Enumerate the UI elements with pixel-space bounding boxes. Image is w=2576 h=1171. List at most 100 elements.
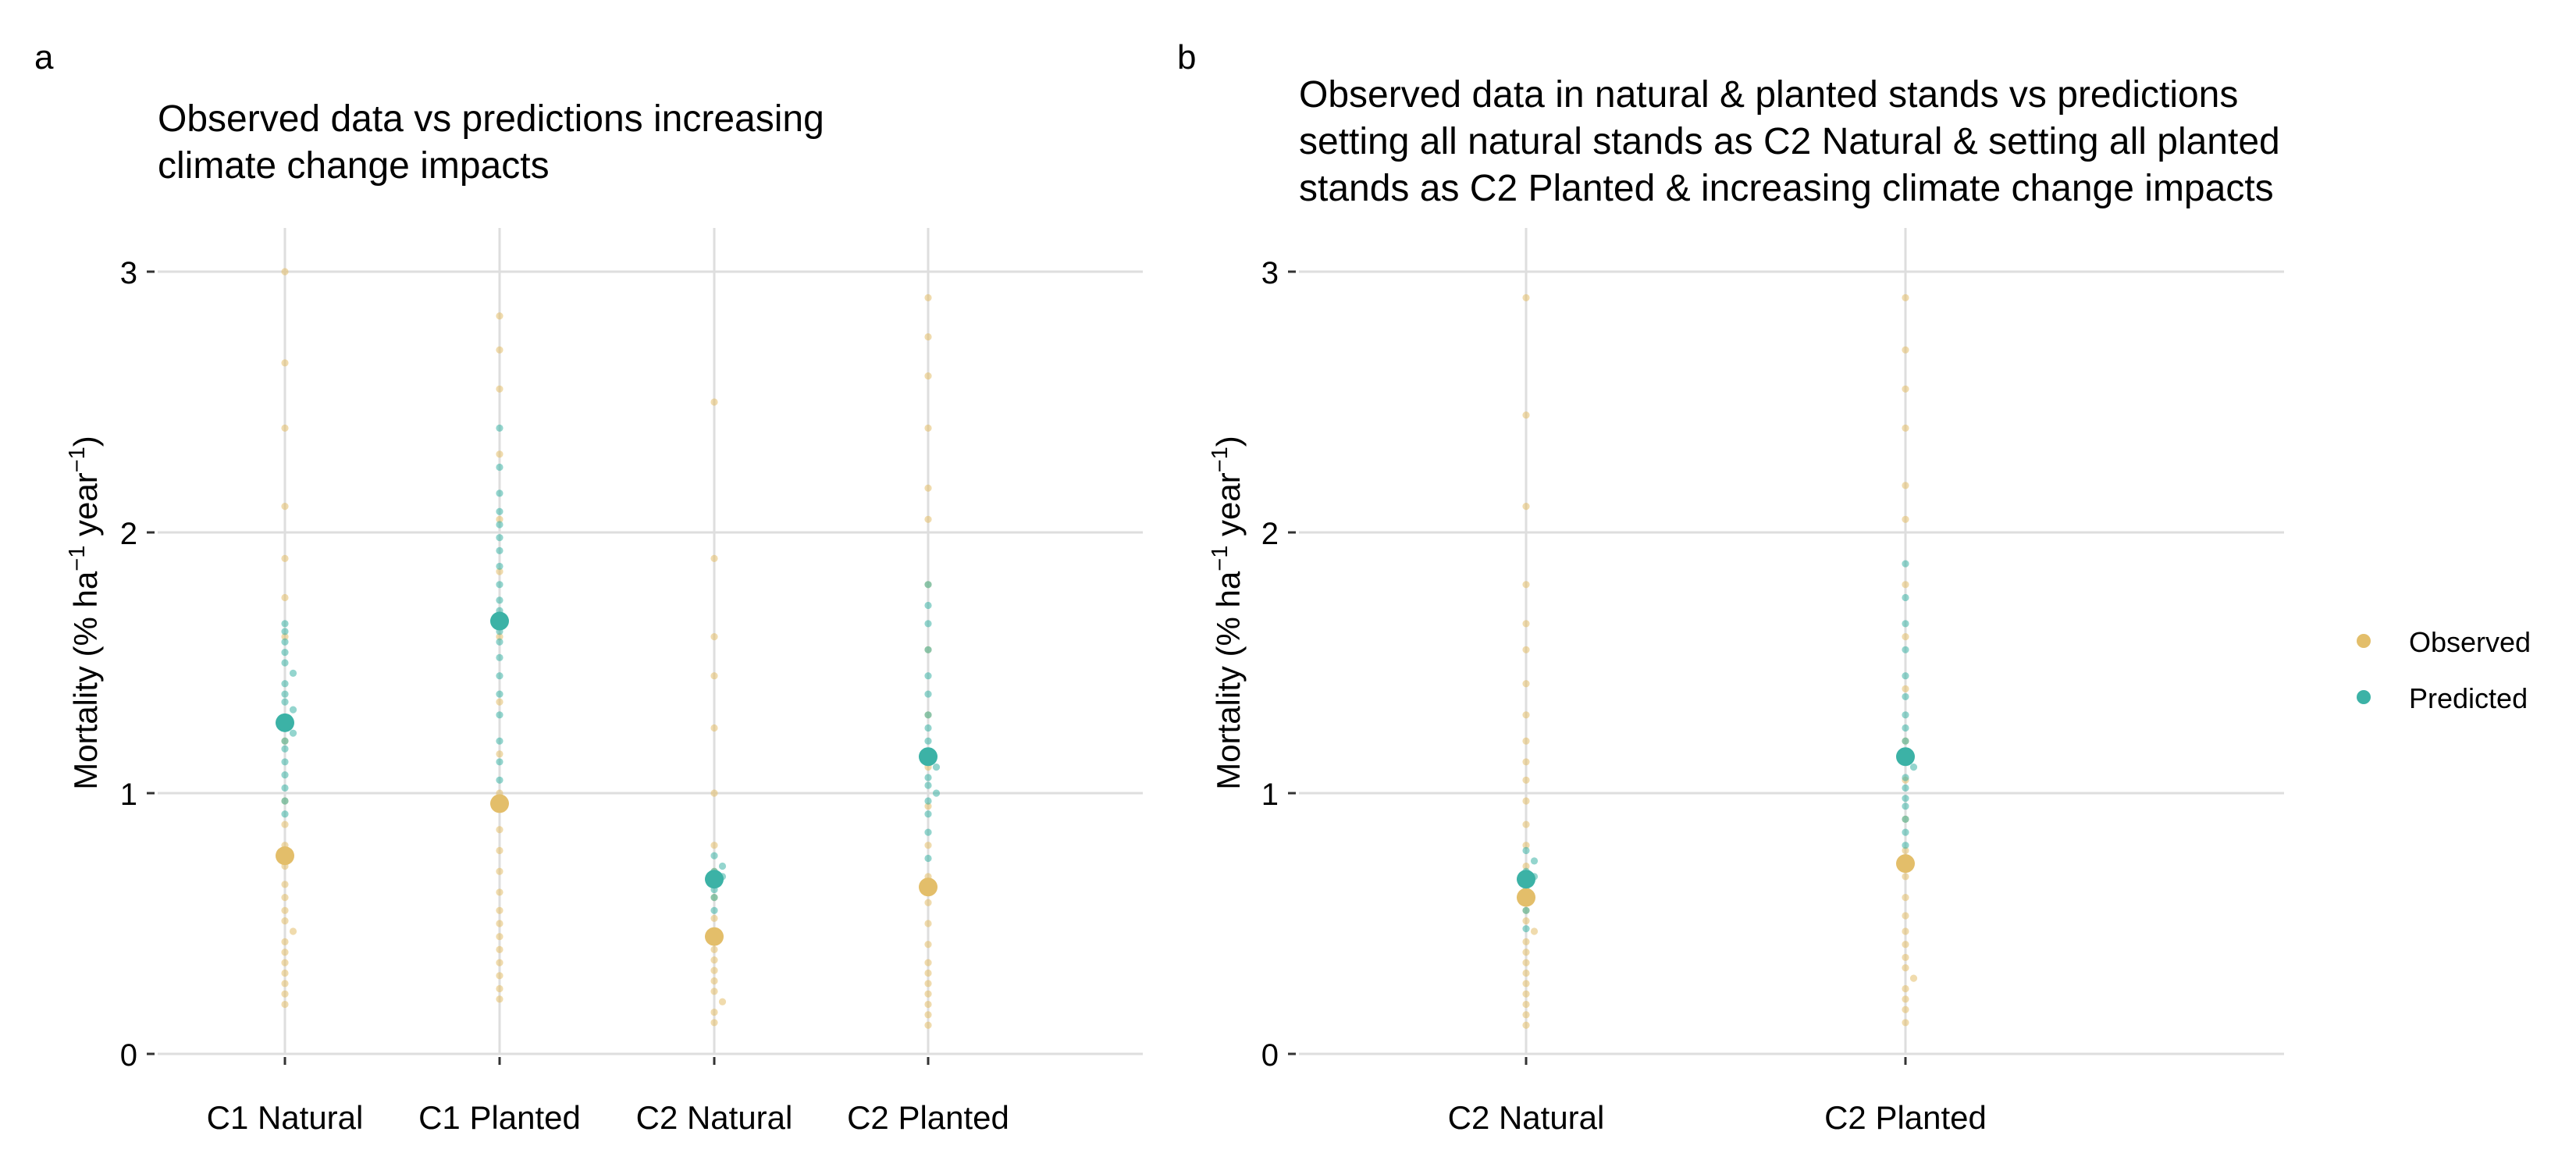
y-tick-label: 2 (120, 517, 137, 551)
panel-a-title-line: climate change impacts (158, 145, 550, 187)
point-observed (1522, 1021, 1530, 1029)
point-predicted (1522, 846, 1530, 855)
point-observed (1902, 984, 1909, 993)
y-axis-label-a: Mortality (% ha−1 year−1) (65, 436, 104, 790)
point-observed (710, 988, 718, 995)
point-observed (710, 789, 718, 797)
point-predicted (281, 797, 289, 805)
point-observed (281, 906, 289, 914)
point-observed (1902, 912, 1909, 920)
point-predicted (289, 706, 297, 714)
point-observed (1522, 820, 1530, 828)
point-predicted (496, 489, 503, 497)
point-predicted (281, 698, 289, 706)
point-predicted (281, 628, 289, 635)
point-predicted (1902, 672, 1909, 680)
point-observed (1902, 294, 1909, 301)
mean-marker-observed (1896, 854, 1915, 874)
point-observed (1522, 620, 1530, 628)
point-observed (1522, 949, 1530, 956)
panel-a: a Observed data vs predictions increasin… (34, 38, 1143, 1136)
point-predicted (924, 737, 932, 745)
point-predicted (496, 521, 503, 529)
point-predicted (1902, 646, 1909, 653)
point-observed (1909, 974, 1918, 982)
x-tick-label-c2-planted: C2 Planted (847, 1099, 1009, 1136)
point-observed (281, 938, 289, 945)
point-observed (710, 977, 718, 985)
point-observed (1522, 711, 1530, 719)
point-observed (924, 424, 932, 432)
point-predicted (281, 784, 289, 792)
point-observed (496, 385, 503, 393)
y-axis-label-sup: −1 (1208, 447, 1233, 472)
point-observed (924, 899, 932, 906)
point-observed (281, 424, 289, 432)
point-predicted (281, 810, 289, 818)
point-observed (1902, 964, 1909, 972)
point-predicted (496, 424, 503, 432)
point-observed (924, 372, 932, 380)
point-observed (281, 554, 289, 563)
point-observed (1522, 646, 1530, 653)
y-axis-label-b: Mortality (% ha−1 year−1) (1208, 436, 1247, 790)
point-observed (281, 949, 289, 956)
point-observed (281, 881, 289, 888)
point-observed (1902, 927, 1909, 935)
point-predicted (1902, 828, 1909, 836)
plot-area-b: 0 1 2 3 C2 Natural C2 Planted (1261, 228, 2284, 1136)
point-observed (1522, 797, 1530, 805)
point-observed (1902, 482, 1909, 489)
panel-label-b: b (1177, 38, 1196, 77)
y-tick-label: 0 (120, 1038, 137, 1073)
point-observed (281, 268, 289, 276)
point-observed (496, 450, 503, 458)
point-predicted (281, 745, 289, 753)
point-predicted (496, 672, 503, 680)
point-observed (710, 1019, 718, 1027)
point-observed (496, 972, 503, 980)
panel-b-title: Observed data in natural & planted stand… (1299, 74, 2290, 209)
point-observed (281, 633, 289, 641)
y-axis-label-part: Mortality (% ha (1210, 571, 1247, 790)
point-predicted (281, 638, 289, 646)
legend-label-predicted: Predicted (2409, 682, 2528, 714)
point-observed (924, 1000, 932, 1009)
point-observed (1902, 894, 1909, 902)
point-observed (496, 846, 503, 855)
point-observed (924, 1021, 932, 1029)
point-observed (1522, 959, 1530, 966)
point-observed (924, 1011, 932, 1019)
point-observed (1902, 1019, 1909, 1027)
legend-key-observed (2357, 634, 2371, 648)
point-predicted (1522, 925, 1530, 933)
mean-marker-predicted (1517, 870, 1535, 889)
x-tick-label-c2-natural: C2 Natural (636, 1099, 793, 1136)
point-predicted (924, 854, 932, 863)
y-tick-label: 1 (120, 778, 137, 812)
point-predicted (1902, 593, 1909, 602)
x-tick-label-c1-natural: C1 Natural (207, 1099, 364, 1136)
point-predicted (1902, 774, 1909, 781)
point-observed (710, 956, 718, 964)
point-observed (710, 945, 718, 953)
point-observed (281, 359, 289, 367)
point-predicted (496, 463, 503, 472)
point-predicted (924, 601, 932, 610)
mean-marker-observed (276, 846, 294, 866)
mean-marker-observed (490, 794, 509, 813)
legend: Observed Predicted (2357, 626, 2531, 714)
point-predicted (1902, 724, 1909, 732)
point-observed (710, 842, 718, 849)
point-observed (1522, 842, 1530, 849)
point-predicted (496, 758, 503, 766)
point-observed (924, 969, 932, 977)
mean-marker-observed (919, 877, 938, 897)
point-predicted (496, 776, 503, 784)
point-predicted (924, 828, 932, 836)
point-predicted (1902, 711, 1909, 719)
panel-b-title-line: stands as C2 Planted & increasing climat… (1299, 168, 2274, 209)
point-observed (924, 294, 932, 301)
point-predicted (496, 596, 503, 604)
